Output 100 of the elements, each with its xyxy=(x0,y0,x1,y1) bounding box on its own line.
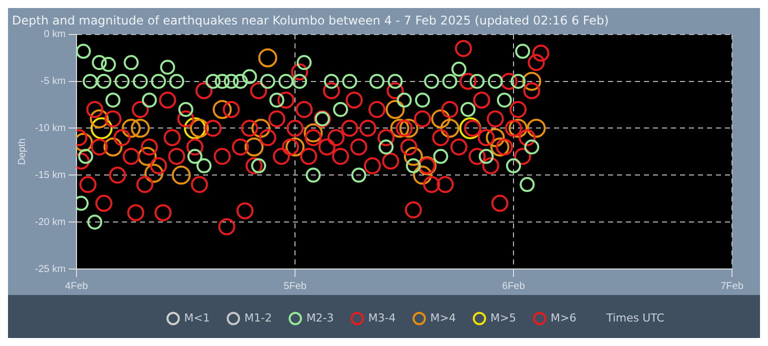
point xyxy=(178,102,194,117)
point xyxy=(96,74,112,89)
point xyxy=(278,74,294,89)
point xyxy=(490,138,510,157)
point xyxy=(414,92,430,108)
point xyxy=(406,158,421,174)
point xyxy=(296,55,312,70)
legend-label: M<1 xyxy=(184,311,210,324)
point xyxy=(172,166,191,185)
point xyxy=(190,118,209,138)
point xyxy=(232,74,248,89)
point xyxy=(412,166,432,185)
chart-title: Depth and magnitude of earthquakes near Kolumbo between 4 - 7 Feb 2025 (updated 02:16 6 Feb) xyxy=(12,13,609,28)
legend-label: M1-2 xyxy=(244,311,272,324)
point xyxy=(90,117,113,140)
point xyxy=(286,138,305,157)
point xyxy=(386,100,405,119)
x-tick-label: 5Feb xyxy=(284,280,307,292)
point xyxy=(522,72,542,91)
point xyxy=(251,158,266,174)
point xyxy=(78,148,94,164)
point xyxy=(488,74,503,89)
point xyxy=(187,148,202,164)
point xyxy=(251,118,270,138)
point xyxy=(269,92,284,108)
point xyxy=(515,44,530,59)
point xyxy=(451,62,466,77)
point xyxy=(396,92,412,108)
point xyxy=(460,102,476,117)
point xyxy=(424,74,440,89)
point xyxy=(160,60,176,75)
y-axis-title: Depth xyxy=(16,138,28,166)
point xyxy=(169,74,184,89)
point xyxy=(224,74,239,89)
point xyxy=(92,55,107,70)
point xyxy=(378,140,394,155)
point xyxy=(124,55,139,70)
point xyxy=(100,56,116,72)
x-tick-label: 4Feb xyxy=(65,280,88,292)
point xyxy=(510,74,526,89)
point xyxy=(351,168,366,183)
point xyxy=(486,128,505,148)
point xyxy=(440,118,460,138)
point xyxy=(82,74,98,89)
point xyxy=(369,74,384,89)
point xyxy=(105,92,120,108)
point xyxy=(508,118,528,138)
legend-label: M3-4 xyxy=(368,311,396,324)
y-tick-label: -20 km xyxy=(35,216,66,228)
point xyxy=(76,44,91,59)
point xyxy=(122,118,141,138)
point xyxy=(244,138,264,157)
point xyxy=(132,74,148,89)
point xyxy=(459,117,482,140)
point xyxy=(196,158,212,174)
point xyxy=(324,74,339,89)
point xyxy=(103,138,122,157)
y-tick-label: -15 km xyxy=(35,170,66,181)
legend-label: M>4 xyxy=(430,311,456,324)
y-tick-label: -5 km xyxy=(40,76,66,88)
point xyxy=(144,164,164,183)
point xyxy=(404,146,423,166)
point xyxy=(304,123,323,142)
point xyxy=(388,74,403,89)
y-tick-label: -10 km xyxy=(35,122,66,134)
y-tick-label: 0 km xyxy=(44,29,66,40)
point xyxy=(138,146,157,166)
point xyxy=(258,48,278,68)
point xyxy=(242,69,258,84)
point xyxy=(87,214,102,230)
point xyxy=(506,158,522,174)
y-tick-label: -25 km xyxy=(35,264,66,275)
point xyxy=(150,74,166,89)
point xyxy=(431,109,450,128)
point xyxy=(114,74,130,89)
point xyxy=(470,74,485,89)
point xyxy=(184,117,206,140)
point xyxy=(442,74,458,89)
point xyxy=(214,74,230,89)
point xyxy=(390,118,410,138)
point xyxy=(292,74,308,89)
legend-label: M2-3 xyxy=(306,311,334,324)
point xyxy=(206,74,221,89)
point xyxy=(526,118,546,138)
point xyxy=(478,148,494,164)
text: Times UTC xyxy=(605,311,665,324)
point xyxy=(90,109,109,128)
point xyxy=(212,100,232,119)
point xyxy=(130,118,150,138)
point xyxy=(496,92,512,108)
point xyxy=(306,168,321,183)
point xyxy=(520,177,535,192)
point xyxy=(142,92,157,108)
point xyxy=(399,118,418,138)
legend-label: M>6 xyxy=(550,311,576,324)
point xyxy=(260,74,276,89)
legend-label: M>5 xyxy=(490,311,516,324)
point xyxy=(433,148,448,164)
point xyxy=(333,102,348,117)
point xyxy=(524,140,540,155)
